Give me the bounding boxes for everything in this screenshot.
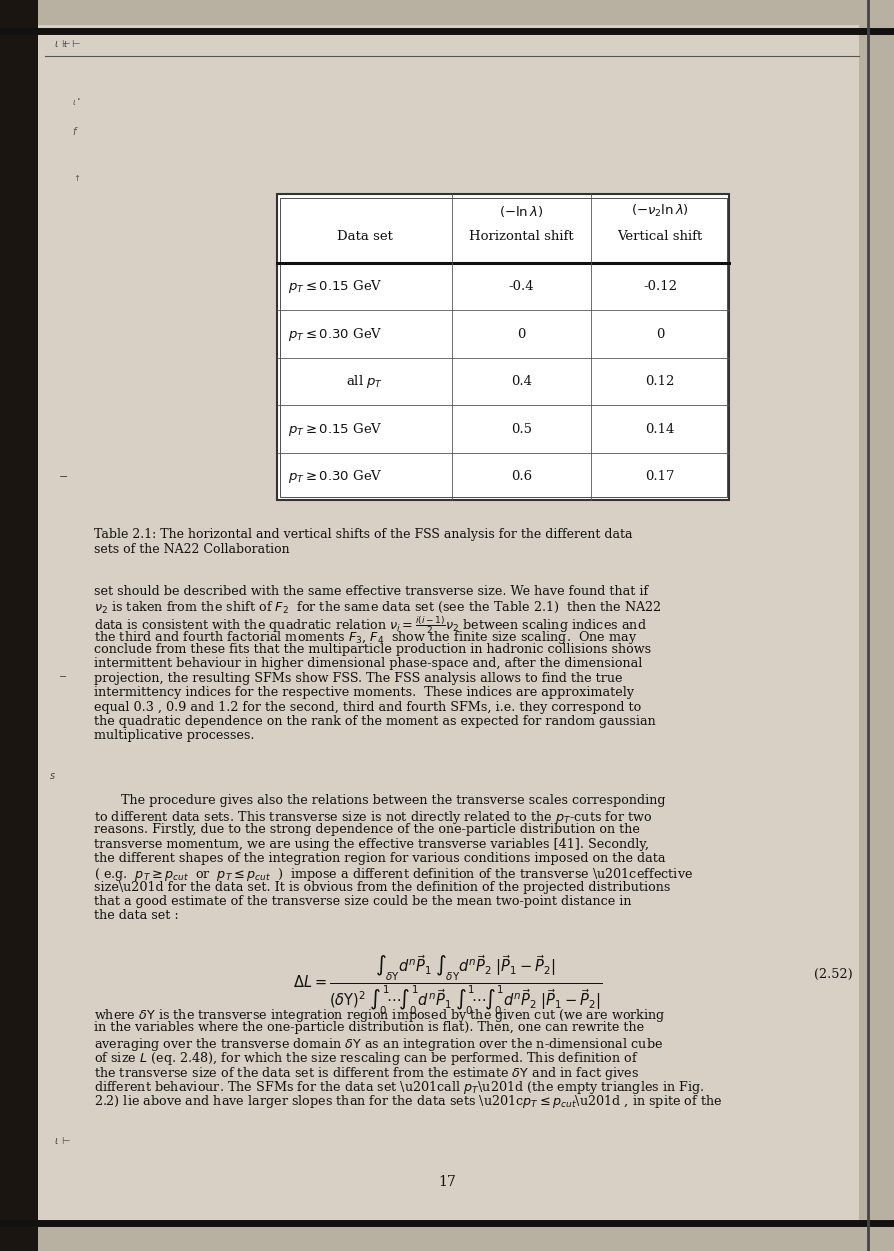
Text: the transverse size of the data set is different from the estimate $\delta\Upsil: the transverse size of the data set is d…: [94, 1065, 638, 1082]
Text: multiplicative processes.: multiplicative processes.: [94, 729, 254, 742]
Text: $\iota$ $\vdash$: $\iota$ $\vdash$: [63, 39, 80, 49]
Text: 0.14: 0.14: [645, 423, 674, 435]
Text: $-$: $-$: [58, 671, 67, 681]
Text: the quadratic dependence on the rank of the moment as expected for random gaussi: the quadratic dependence on the rank of …: [94, 714, 655, 728]
Text: different behaviour. The SFMs for the data set \u201call $p_T$\u201d (the empty : different behaviour. The SFMs for the da…: [94, 1078, 704, 1096]
Text: the data set :: the data set :: [94, 909, 179, 922]
Text: $\iota\;\vdash$: $\iota\;\vdash$: [54, 1136, 72, 1146]
Text: to different data sets. This transverse size is not directly related to the $p_T: to different data sets. This transverse …: [94, 809, 652, 826]
Text: data is consistent with the quadratic relation $\nu_i = \frac{i(i-1)}{2}\nu_2$ b: data is consistent with the quadratic re…: [94, 614, 646, 637]
Text: reasons. Firstly, due to the strong dependence of the one-particle distribution : reasons. Firstly, due to the strong depe…: [94, 823, 639, 836]
Text: $\mathit{s}$: $\mathit{s}$: [49, 771, 56, 781]
Text: $-$: $-$: [58, 470, 68, 480]
Text: that a good estimate of the transverse size could be the mean two-point distance: that a good estimate of the transverse s…: [94, 896, 631, 908]
Text: $f$: $f$: [72, 125, 78, 138]
Text: projection, the resulting SFMs show FSS. The FSS analysis allows to find the tru: projection, the resulting SFMs show FSS.…: [94, 672, 622, 684]
Text: conclude from these fits that the multiparticle production in hadronic collision: conclude from these fits that the multip…: [94, 643, 650, 656]
Text: ( e.g.  $p_T \geq p_{cut}$  or  $p_T \leq p_{cut}$  )  impose a different defini: ( e.g. $p_T \geq p_{cut}$ or $p_T \leq p…: [94, 866, 692, 883]
Text: the third and fourth factorial moments $F_3$, $F_4$  show the finite size scalin: the third and fourth factorial moments $…: [94, 628, 637, 646]
Text: equal 0.3 , 0.9 and 1.2 for the second, third and fourth SFMs, i.e. they corresp: equal 0.3 , 0.9 and 1.2 for the second, …: [94, 701, 640, 713]
Text: intermittency indices for the respective moments.  These indices are approximate: intermittency indices for the respective…: [94, 686, 633, 699]
Text: $p_T \leq 0.15$ GeV: $p_T \leq 0.15$ GeV: [288, 278, 383, 295]
Text: Table 2.1: The horizontal and vertical shifts of the FSS analysis for the differ: Table 2.1: The horizontal and vertical s…: [94, 528, 632, 540]
Text: sets of the NA22 Collaboration: sets of the NA22 Collaboration: [94, 543, 290, 555]
Text: $(-\ln\lambda)$: $(-\ln\lambda)$: [499, 204, 543, 219]
Bar: [277, 194, 729, 500]
Text: $(-\nu_2\ln\lambda)$: $(-\nu_2\ln\lambda)$: [630, 203, 688, 219]
Text: The procedure gives also the relations between the transverse scales correspondi: The procedure gives also the relations b…: [121, 794, 664, 807]
Text: Vertical shift: Vertical shift: [617, 230, 702, 243]
Text: $\nu_2$ is taken from the shift of $F_2$  for the same data set (see the Table 2: $\nu_2$ is taken from the shift of $F_2$…: [94, 599, 661, 615]
Text: 0: 0: [517, 328, 525, 340]
Text: set should be described with the same effective transverse size. We have found t: set should be described with the same ef…: [94, 585, 647, 598]
Text: in the variables where the one-particle distribution is flat). Then, one can rew: in the variables where the one-particle …: [94, 1021, 644, 1035]
Text: 17: 17: [438, 1175, 456, 1190]
Bar: [280, 198, 726, 497]
Text: $\uparrow$: $\uparrow$: [72, 173, 80, 183]
Text: 0: 0: [655, 328, 663, 340]
Text: size\u201d for the data set. It is obvious from the definition of the projected : size\u201d for the data set. It is obvio…: [94, 881, 670, 893]
Text: Data set: Data set: [336, 230, 392, 243]
Text: $\iota\;\vdash$: $\iota\;\vdash$: [54, 39, 72, 49]
Text: the different shapes of the integration region for various conditions imposed on: the different shapes of the integration …: [94, 852, 665, 864]
Text: Horizontal shift: Horizontal shift: [468, 230, 573, 243]
Text: where $\delta\Upsilon$ is the transverse integration region imposed by the given: where $\delta\Upsilon$ is the transverse…: [94, 1007, 665, 1025]
Text: 0.4: 0.4: [510, 375, 531, 388]
Text: (2.52): (2.52): [814, 968, 852, 981]
Text: $p_T \geq 0.30$ GeV: $p_T \geq 0.30$ GeV: [288, 468, 383, 485]
Text: 0.6: 0.6: [510, 470, 531, 483]
Text: $\iota^\bullet$: $\iota^\bullet$: [72, 98, 80, 108]
Text: intermittent behaviour in higher dimensional phase-space and, after the dimensio: intermittent behaviour in higher dimensi…: [94, 658, 642, 671]
Text: -0.4: -0.4: [508, 280, 534, 293]
Text: transverse momentum, we are using the effective transverse variables [41]. Secon: transverse momentum, we are using the ef…: [94, 838, 648, 851]
Text: $p_T \leq 0.30$ GeV: $p_T \leq 0.30$ GeV: [288, 325, 383, 343]
Text: $\Delta L = \dfrac{\int_{\delta\Upsilon} d^n\vec{P}_1\; \int_{\delta\Upsilon} d^: $\Delta L = \dfrac{\int_{\delta\Upsilon}…: [292, 953, 602, 1017]
Text: of size $L$ (eq. 2.48), for which the size rescaling can be performed. This defi: of size $L$ (eq. 2.48), for which the si…: [94, 1051, 638, 1067]
Text: averaging over the transverse domain $\delta\Upsilon$ as an integration over the: averaging over the transverse domain $\d…: [94, 1036, 662, 1053]
Bar: [0, 0, 38, 1251]
Text: 0.5: 0.5: [510, 423, 531, 435]
Text: all $p_T$: all $p_T$: [346, 373, 383, 390]
Text: $p_T \geq 0.15$ GeV: $p_T \geq 0.15$ GeV: [288, 420, 383, 438]
Text: 0.12: 0.12: [645, 375, 674, 388]
Text: 2.2) lie above and have larger slopes than for the data sets \u201c$p_T \leq p_{: 2.2) lie above and have larger slopes th…: [94, 1093, 721, 1111]
Text: 0.17: 0.17: [645, 470, 674, 483]
Text: -0.12: -0.12: [643, 280, 676, 293]
